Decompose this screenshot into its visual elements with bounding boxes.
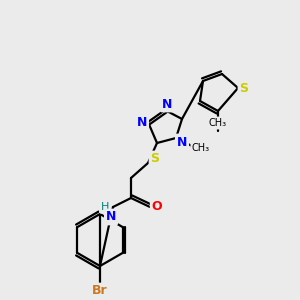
Text: N: N <box>162 98 172 110</box>
Text: H: H <box>101 202 109 212</box>
Text: CH₃: CH₃ <box>209 118 227 128</box>
Text: S: S <box>239 82 248 94</box>
Text: S: S <box>151 152 160 166</box>
Text: Br: Br <box>92 284 108 298</box>
Text: N: N <box>177 136 187 148</box>
Text: N: N <box>137 116 147 128</box>
Text: CH₃: CH₃ <box>192 143 210 153</box>
Text: N: N <box>106 211 116 224</box>
Text: O: O <box>152 200 162 214</box>
